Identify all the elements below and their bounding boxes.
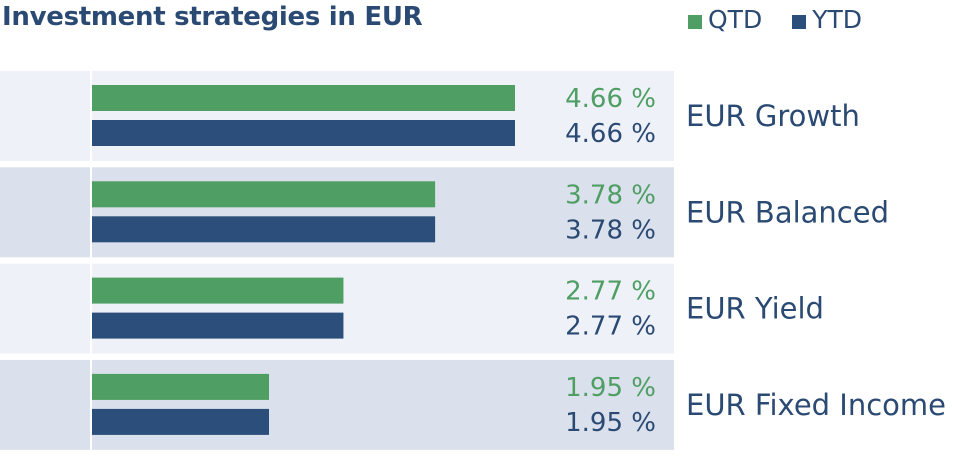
legend-item-ytd: YTD [792,5,862,34]
data-label-ytd: 3.78 % [565,215,656,245]
bar-qtd [92,373,270,400]
legend-swatch-qtd [688,15,702,29]
data-label-ytd: 1.95 % [565,408,656,438]
category-label: EUR Balanced [686,195,889,229]
data-label-qtd: 1.95 % [565,373,656,403]
bar-ytd [92,120,515,146]
bar-qtd [92,277,344,304]
bar-ytd [92,216,436,243]
data-label-qtd: 2.77 % [565,277,656,307]
legend-label-ytd: YTD [812,4,862,34]
bar-qtd [92,85,515,111]
category-label: EUR Growth [686,99,860,133]
data-label-qtd: 4.66 % [565,84,656,114]
legend-item-qtd: QTD [688,5,762,34]
legend: QTD YTD [688,3,862,35]
bar-qtd [92,181,436,208]
bar-ytd [92,408,270,435]
category-label: EUR Fixed Income [686,388,946,422]
data-label-qtd: 3.78 % [565,180,656,210]
legend-label-qtd: QTD [708,4,763,34]
category-label: EUR Yield [686,292,824,326]
legend-swatch-ytd [792,15,807,29]
chart-title: Investment strategies in EUR [2,2,423,32]
data-label-ytd: 2.77 % [565,312,656,342]
bar-ytd [92,312,344,339]
data-label-ytd: 4.66 % [565,119,656,149]
